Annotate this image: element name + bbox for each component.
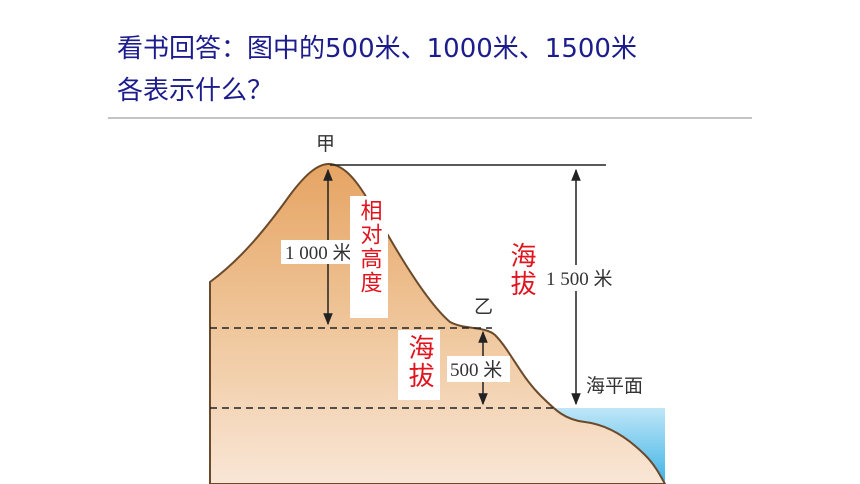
annotation-bg: [350, 196, 388, 318]
label-bg: [447, 356, 510, 382]
title-line: 看书回答：图中的500米、1000米、1500米: [117, 34, 637, 64]
height-label: 1 500 米: [546, 268, 613, 290]
label-bg: [543, 265, 621, 291]
label-bg: [281, 240, 353, 264]
annotation-bg: [398, 330, 440, 400]
sea-level-label: 海平面: [586, 375, 643, 397]
height-label: 1 000 米: [285, 242, 352, 264]
height-label: 500 米: [450, 359, 502, 381]
title-line: 各表示什么？: [117, 76, 273, 106]
annotation: 相对高度: [357, 199, 383, 295]
plateau-label: 乙: [474, 297, 493, 318]
mountain: [209, 162, 667, 484]
peak-label: 甲: [316, 134, 335, 155]
annotation: 海拔: [404, 334, 434, 390]
annotation: 海拔: [506, 242, 536, 298]
